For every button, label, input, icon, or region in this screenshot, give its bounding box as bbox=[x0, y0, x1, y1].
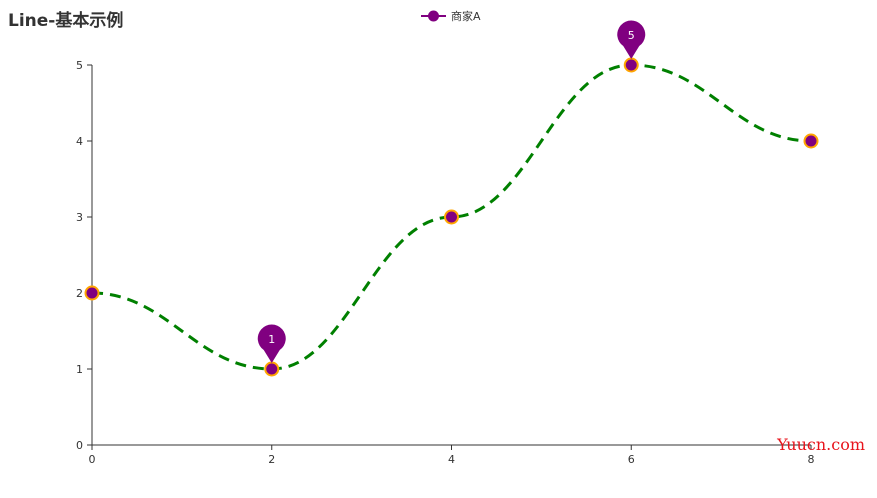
data-point bbox=[84, 285, 100, 301]
mark-point-label: 1 bbox=[268, 333, 275, 346]
y-tick-label: 3 bbox=[76, 211, 83, 224]
mark-point-pin bbox=[257, 324, 286, 363]
x-tick-label: 0 bbox=[89, 453, 96, 466]
y-tick-label: 2 bbox=[76, 287, 83, 300]
series-line bbox=[91, 63, 812, 371]
y-tick-label: 0 bbox=[76, 439, 83, 452]
x-tick-label: 6 bbox=[628, 453, 635, 466]
watermark: Yuucn.com bbox=[777, 435, 865, 454]
data-point bbox=[444, 209, 459, 225]
legend[interactable]: 商家A bbox=[421, 9, 481, 23]
y-tick-label: 4 bbox=[76, 135, 83, 148]
y-tick-label: 1 bbox=[76, 363, 83, 376]
legend-symbol bbox=[428, 10, 439, 22]
x-tick-label: 2 bbox=[268, 453, 275, 466]
data-point bbox=[264, 361, 280, 377]
legend-label: 商家A bbox=[451, 9, 481, 23]
axes: 0 1 2 3 4 5 0 2 4 6 8 bbox=[76, 59, 815, 466]
series-group: 15 bbox=[84, 20, 819, 377]
x-tick-label: 8 bbox=[808, 453, 815, 466]
data-point bbox=[803, 133, 819, 149]
data-point bbox=[623, 57, 639, 73]
x-tick-label: 4 bbox=[448, 453, 455, 466]
y-tick-label: 5 bbox=[76, 59, 83, 72]
chart-title: Line-基本示例 bbox=[8, 11, 124, 31]
mark-point-label: 5 bbox=[628, 29, 635, 42]
mark-point-pin bbox=[617, 20, 646, 60]
